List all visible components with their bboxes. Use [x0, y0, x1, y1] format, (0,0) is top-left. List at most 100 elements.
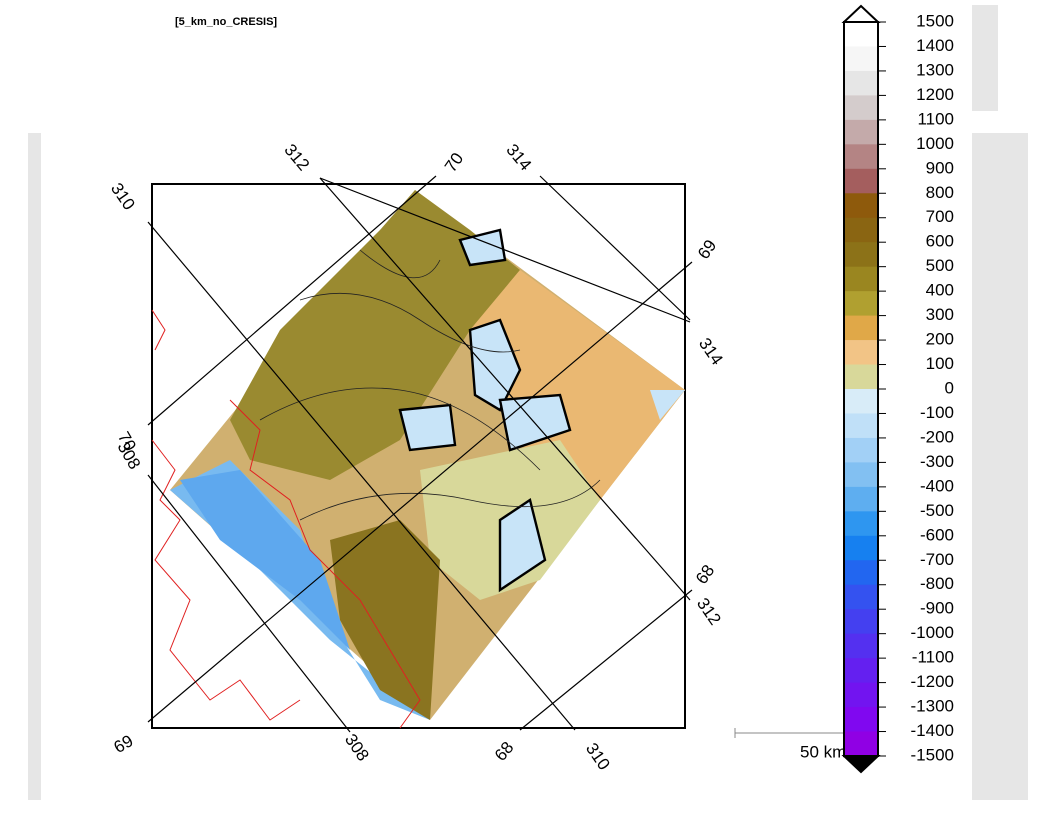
colorbar-label: -1500	[911, 745, 954, 764]
color-band	[844, 731, 878, 757]
colorbar-label: 300	[926, 305, 954, 324]
color-band	[844, 364, 878, 390]
highland	[230, 190, 520, 480]
side-panel	[28, 133, 41, 800]
graticule-label: 312	[280, 140, 313, 174]
colorbar-label: 600	[926, 232, 954, 251]
graticule	[147, 261, 693, 723]
sea	[180, 470, 350, 650]
graticule-label: 314	[695, 334, 727, 368]
graticule	[539, 175, 691, 321]
colorbar-end	[841, 755, 881, 774]
color-band	[844, 413, 878, 439]
color-band	[844, 119, 878, 145]
color-band	[844, 22, 878, 47]
colorbar-label: -100	[920, 403, 954, 422]
colorbar-label: -700	[920, 550, 954, 569]
coast-high	[330, 520, 440, 720]
graticule	[519, 589, 693, 731]
color-band	[844, 46, 878, 72]
color-band	[844, 266, 878, 292]
lake	[458, 228, 507, 267]
color-band	[844, 560, 878, 586]
color-band	[844, 217, 878, 243]
color-band	[844, 168, 878, 194]
graticule-label: 312	[693, 594, 725, 628]
colorbar-label: -1400	[911, 721, 954, 740]
graticule	[147, 474, 351, 733]
lake	[468, 318, 522, 412]
colorbar-label: -1100	[912, 648, 954, 667]
side-panel	[972, 133, 1028, 800]
graticule-label: 68	[491, 738, 518, 765]
colorbar-label: -1200	[911, 672, 954, 691]
color-band	[844, 609, 878, 635]
graticule-label: 68	[692, 561, 718, 587]
color-band	[844, 340, 878, 366]
color-band	[844, 462, 878, 488]
graticule-label: 69	[694, 236, 720, 262]
scale-label: 50 km	[800, 742, 846, 761]
colorbar-label: -200	[920, 427, 954, 446]
graticule-label: 310	[107, 179, 139, 213]
graticule-label: 70	[441, 149, 467, 175]
color-band	[844, 535, 878, 561]
coastline	[151, 309, 421, 729]
graticule	[147, 175, 437, 426]
color-band	[844, 658, 878, 684]
graticule-label: 314	[502, 140, 535, 174]
color-band	[844, 584, 878, 610]
color-band	[844, 682, 878, 708]
colorbar-label: 400	[926, 281, 954, 300]
side-panel	[972, 5, 998, 111]
color-band	[844, 511, 878, 537]
graticule	[319, 177, 691, 601]
colorbar-label: 1500	[916, 11, 954, 30]
colorbar-label: -1300	[911, 697, 954, 716]
colorbar-label: 1300	[916, 60, 954, 79]
graticule	[147, 221, 576, 731]
colorbar-label: 1000	[916, 134, 954, 153]
colorbar-label: 0	[945, 378, 954, 397]
colorbar-label: 700	[926, 207, 954, 226]
colorbar-label: -300	[920, 452, 954, 471]
contour	[259, 249, 601, 521]
color-band	[844, 95, 878, 121]
colorbar-label: -600	[920, 525, 954, 544]
colorbar-label: 200	[926, 330, 954, 349]
color-band	[844, 291, 878, 317]
colorbar-label: -900	[920, 599, 954, 618]
colorbar-label: 1400	[916, 36, 954, 55]
colorbar-label: -1000	[911, 623, 954, 642]
colorbar-label: 1200	[916, 85, 954, 104]
colorbar-label: -500	[920, 501, 954, 520]
colorbar-end	[841, 4, 881, 23]
graticule	[319, 177, 691, 323]
color-band	[844, 707, 878, 733]
color-band	[844, 633, 878, 659]
graticule-label: 308	[341, 730, 373, 764]
colorbar-label: 100	[926, 354, 954, 373]
subtitle: [5_km_no_CRESIS]	[175, 16, 277, 28]
color-band	[844, 315, 878, 341]
mid	[470, 270, 685, 520]
colorbar-label: 800	[926, 183, 954, 202]
color-band	[844, 437, 878, 463]
color-band	[844, 486, 878, 512]
colorbar-label: -800	[920, 574, 954, 593]
graticule-label: 69	[111, 731, 137, 757]
lake	[398, 403, 457, 452]
colorbar-label: 500	[926, 256, 954, 275]
colorbar-label: -400	[920, 476, 954, 495]
colorbar-label: 1100	[917, 109, 954, 128]
color-band	[844, 144, 878, 170]
color-band	[844, 389, 878, 414]
graticule-label: 310	[582, 739, 614, 773]
lake	[650, 390, 685, 420]
color-band	[844, 242, 878, 268]
colorbar-label: 900	[926, 158, 954, 177]
map	[147, 175, 693, 733]
colorbar: 1500140013001200110010009008007006005004…	[841, 4, 954, 774]
color-band	[844, 193, 878, 219]
